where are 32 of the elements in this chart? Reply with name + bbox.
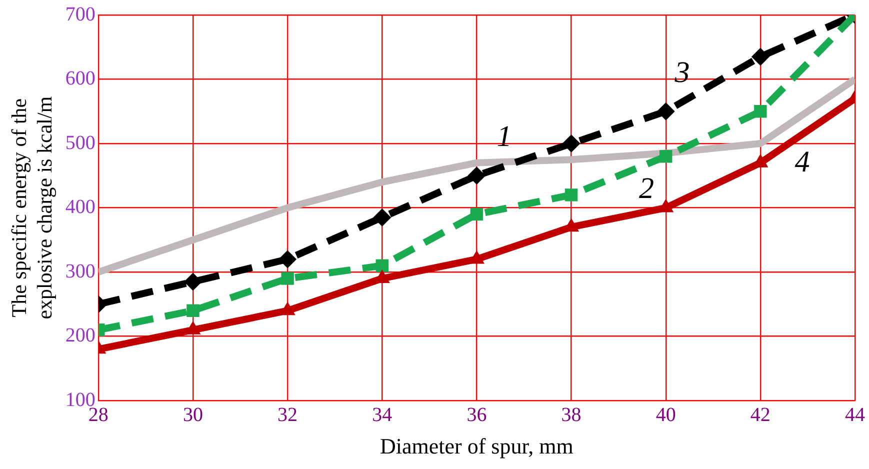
y-tick-label: 300: [65, 260, 96, 282]
x-axis-title: Diameter of spur, mm: [380, 434, 574, 459]
point: [278, 250, 297, 268]
x-tick-label: 34: [372, 404, 392, 426]
point: [564, 188, 578, 202]
point: [184, 272, 202, 291]
point: [373, 208, 392, 226]
x-tick-label: 36: [466, 404, 487, 426]
x-tick-label: 38: [561, 404, 582, 426]
series-label: 4: [794, 145, 810, 178]
point: [656, 102, 675, 120]
point: [659, 150, 672, 163]
y-tick-label: 500: [65, 132, 96, 154]
x-tick-label: 32: [278, 404, 298, 426]
point: [376, 259, 388, 272]
point: [562, 134, 580, 153]
y-tick-label: 200: [65, 324, 96, 347]
point: [754, 105, 767, 118]
y-tick-label: 400: [65, 196, 96, 218]
point: [751, 48, 770, 66]
point: [468, 166, 486, 185]
x-tick-label: 44: [845, 404, 865, 426]
y-axis-title: The specific energy of the explosive charge is kcal/m: [7, 96, 56, 320]
series-label: 2: [639, 172, 654, 206]
point: [281, 272, 294, 285]
x-tick-label: 40: [656, 404, 676, 426]
point: [470, 208, 484, 221]
point: [186, 304, 200, 317]
x-tick-label: 42: [750, 404, 770, 426]
y-tick-label: 600: [65, 68, 96, 90]
y-tick-label: 700: [65, 3, 96, 26]
x-tick-label: 30: [182, 404, 203, 426]
